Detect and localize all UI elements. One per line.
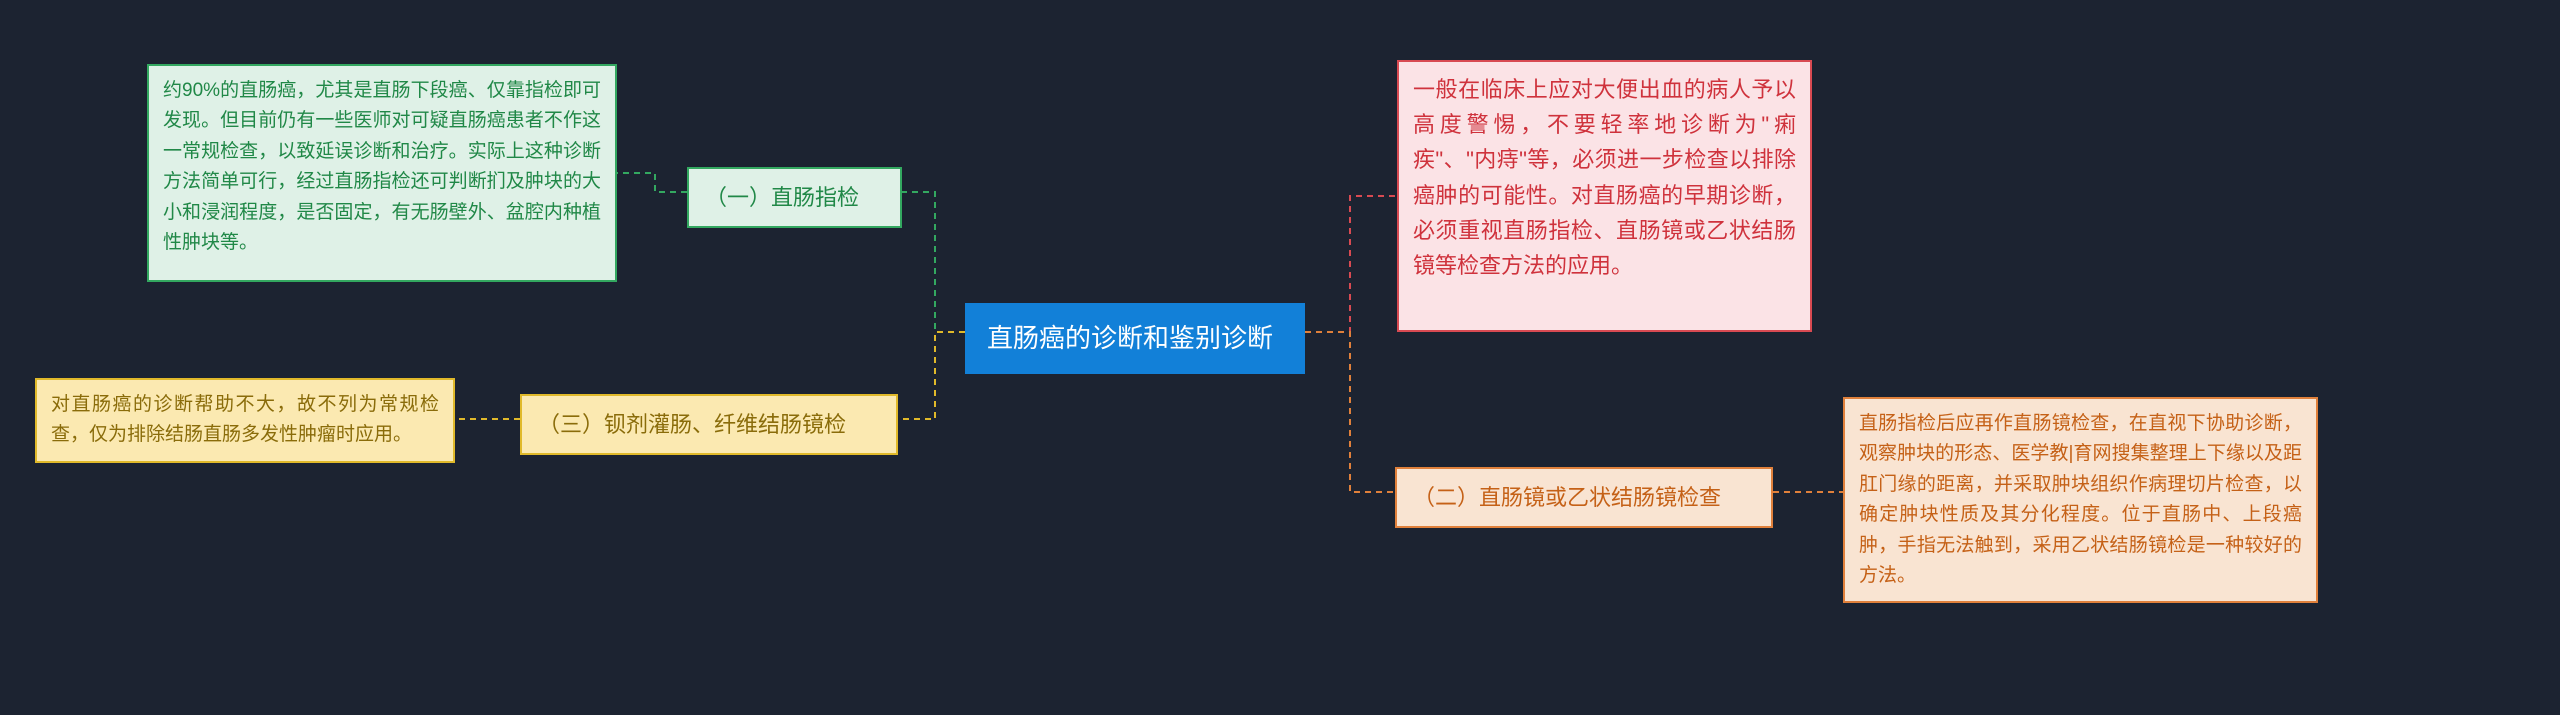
branch-1-rectal-exam: （一）直肠指检: [687, 167, 902, 228]
center-node: 直肠癌的诊断和鉴别诊断: [965, 303, 1305, 374]
leaf-3-detail: 对直肠癌的诊断帮助不大，故不列为常规检查，仅为排除结肠直肠多发性肿瘤时应用。: [35, 378, 455, 463]
branch-3-barium-enema: （三）钡剂灌肠、纤维结肠镜检: [520, 394, 898, 455]
leaf-1-detail: 约90%的直肠癌，尤其是直肠下段癌、仅靠指检即可发现。但目前仍有一些医师对可疑直…: [147, 64, 617, 282]
branch-2-proctoscopy: （二）直肠镜或乙状结肠镜检查: [1395, 467, 1773, 528]
leaf-2-detail: 直肠指检后应再作直肠镜检查，在直视下协助诊断，观察肿块的形态、医学教|育网搜集整…: [1843, 397, 2318, 603]
intro-text: 一般在临床上应对大便出血的病人予以高度警惕，不要轻率地诊断为"痢疾"、"内痔"等…: [1397, 60, 1812, 332]
